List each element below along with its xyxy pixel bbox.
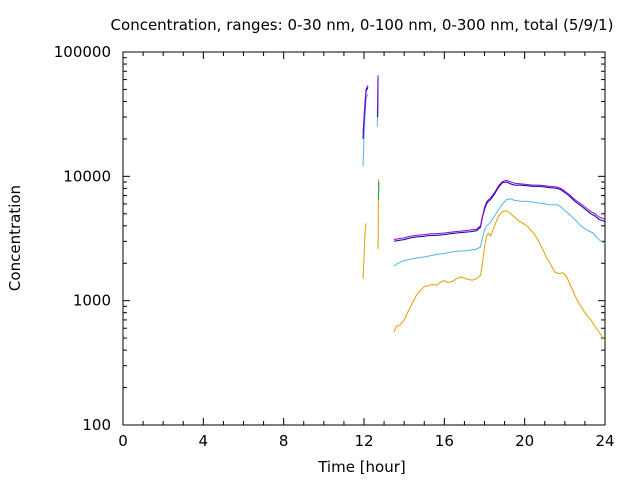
plot-frame (122, 51, 606, 426)
chart-title: Concentration, ranges: 0-30 nm, 0-100 nm… (111, 16, 614, 34)
series-segment (393, 198, 606, 267)
y-axis-label: Concentration (6, 185, 24, 291)
x-axis: 0 4 8 12 16 20 24 (118, 52, 615, 450)
x-tick-label: 16 (435, 432, 454, 450)
x-tick-label: 12 (354, 432, 373, 450)
x-tick-label: 8 (279, 432, 289, 450)
x-tick-label: 4 (199, 432, 209, 450)
x-axis-label: Time [hour] (317, 458, 406, 476)
series-segment (362, 85, 369, 134)
series-line-5 (362, 75, 606, 241)
y-axis: 100 1000 10000 100000 (54, 43, 605, 434)
series-segment (362, 93, 369, 167)
y-tick-label: 10000 (63, 167, 111, 185)
series-group (362, 75, 606, 341)
series-segment (393, 179, 606, 241)
y-tick-label: 100000 (54, 43, 111, 61)
x-tick-label: 24 (595, 432, 614, 450)
y-tick-label: 1000 (73, 292, 111, 310)
series-segment (394, 181, 606, 242)
series-line-1 (362, 179, 606, 341)
x-tick-label: 20 (515, 432, 534, 450)
x-tick-label: 0 (118, 432, 128, 450)
series-segment (362, 223, 367, 279)
series-line-4 (362, 77, 606, 242)
y-tick-label: 100 (82, 416, 111, 434)
series-segment (393, 210, 606, 341)
